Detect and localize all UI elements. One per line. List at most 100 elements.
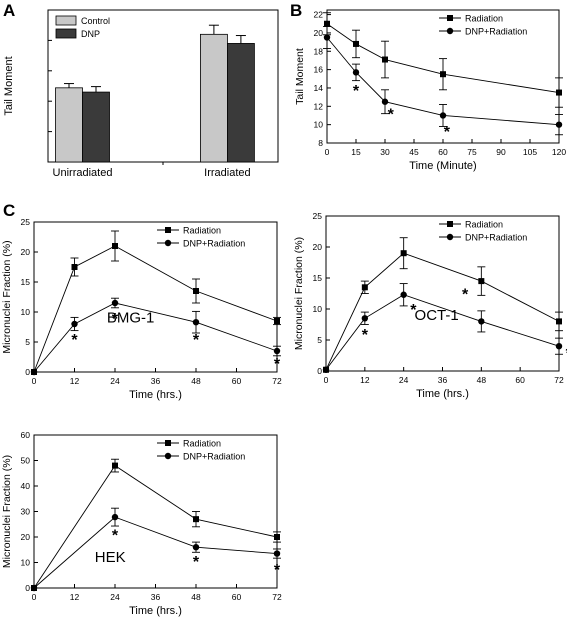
y-axis-label: Micronuclei Fraction (%) bbox=[1, 240, 13, 353]
x-tick-label: 48 bbox=[477, 375, 487, 385]
x-tick-label: 24 bbox=[110, 592, 120, 602]
y-tick-label: 60 bbox=[21, 430, 31, 440]
data-point-square bbox=[361, 284, 368, 291]
legend-swatch-control bbox=[55, 15, 77, 26]
y-tick-label: 0 bbox=[25, 583, 30, 593]
legend-label: DNP bbox=[81, 29, 100, 39]
data-point-circle bbox=[30, 584, 38, 592]
data-point-circle bbox=[555, 343, 563, 350]
panel-label-b: B bbox=[290, 1, 302, 20]
legend-marker-square bbox=[165, 227, 171, 233]
legend-label: Radiation bbox=[183, 439, 221, 449]
x-tick-label: 72 bbox=[554, 375, 564, 385]
y-tick-label: 5 bbox=[317, 335, 322, 345]
significance-asterisk: * bbox=[362, 327, 369, 344]
data-point-square bbox=[556, 89, 562, 96]
legend-marker-circle bbox=[446, 233, 454, 241]
legend-marker-square bbox=[447, 221, 453, 227]
panel-label-a: A bbox=[3, 1, 15, 20]
inset-label: OCT-1 bbox=[415, 307, 459, 324]
significance-asterisk: * bbox=[112, 311, 119, 328]
chart-bmg-1: 0 12 24 36 48 60 72 0 5 10 15 20 25 Time (hrs.) Micron… bbox=[1, 217, 282, 401]
data-point-circle bbox=[400, 291, 407, 298]
x-tick-label: 60 bbox=[232, 592, 242, 602]
x-tick-label: 12 bbox=[70, 592, 80, 602]
y-tick-label: 20 bbox=[313, 242, 323, 252]
data-point-circle bbox=[192, 544, 200, 551]
data-point-circle bbox=[361, 315, 369, 322]
data-point-circle bbox=[111, 299, 119, 307]
data-point-square bbox=[274, 534, 280, 540]
y-tick-label: 15 bbox=[313, 273, 323, 283]
legend-label: DNP+Radiation bbox=[183, 452, 245, 462]
x-tick-label: 72 bbox=[272, 592, 282, 602]
legend-label: Radiation bbox=[465, 220, 503, 230]
significance-asterisk: * bbox=[274, 356, 281, 373]
significance-asterisk: * bbox=[462, 287, 469, 304]
data-point-square bbox=[112, 462, 118, 469]
legend-marker-circle bbox=[446, 27, 454, 35]
panel-label-c: C bbox=[3, 201, 15, 220]
data-point-square bbox=[112, 243, 118, 249]
x-tick-label: 0 bbox=[32, 592, 37, 602]
significance-asterisk: * bbox=[388, 107, 395, 124]
data-point-square bbox=[274, 318, 280, 324]
y-tick-label: 10 bbox=[313, 304, 323, 314]
x-axis-label: Time (hrs.) bbox=[129, 389, 182, 401]
x-tick-label: 15 bbox=[351, 147, 361, 157]
y-axis-label: Tail Moment bbox=[3, 56, 15, 115]
data-point-circle bbox=[192, 319, 200, 326]
significance-asterisk: * bbox=[566, 345, 567, 362]
x-tick-label: 36 bbox=[438, 375, 448, 385]
x-tick-label: 45 bbox=[409, 147, 419, 157]
legend-label: Radiation bbox=[183, 226, 221, 236]
x-tick-label: 120 bbox=[552, 147, 566, 157]
data-point-circle bbox=[322, 366, 330, 373]
y-tick-label: 25 bbox=[21, 217, 31, 227]
data-point-circle bbox=[273, 347, 281, 355]
y-tick-label: 18 bbox=[314, 46, 324, 56]
data-point-circle bbox=[381, 98, 389, 105]
x-tick-label: 0 bbox=[324, 375, 329, 385]
legend-marker-circle bbox=[164, 452, 172, 460]
x-axis-label: Time (hrs.) bbox=[129, 605, 182, 617]
y-tick-label: 20 bbox=[21, 247, 31, 257]
y-tick-label: 15 bbox=[21, 277, 31, 287]
data-point-circle bbox=[323, 34, 331, 41]
data-point-square bbox=[193, 288, 199, 294]
legend-marker-circle bbox=[164, 239, 172, 247]
chart-oct-1: 0 12 24 36 48 60 72 0 5 10 15 20 25 Time (hrs.) Micron… bbox=[293, 211, 567, 400]
series-line-dnp+radiation bbox=[33, 516, 278, 589]
data-point-square bbox=[556, 318, 562, 325]
data-point-circle bbox=[478, 318, 485, 325]
data-point-square bbox=[440, 71, 446, 78]
x-tick-label: 48 bbox=[191, 376, 201, 386]
x-tick-label: 0 bbox=[325, 147, 330, 157]
data-point-circle bbox=[273, 550, 281, 557]
bar-dnp-unirradiated bbox=[82, 91, 110, 163]
data-point-square bbox=[324, 20, 330, 27]
y-tick-label: 14 bbox=[314, 83, 324, 93]
x-tick-label: 12 bbox=[360, 375, 370, 385]
data-point-circle bbox=[30, 368, 38, 376]
inset-label: HEK bbox=[95, 549, 126, 566]
legend-label: Control bbox=[81, 16, 110, 26]
y-tick-label: 16 bbox=[314, 65, 324, 75]
chart-b: 0 15 30 45 60 75 90 105 120 8 10 12 14 16 18 20 22 Time (… bbox=[294, 9, 566, 172]
x-tick-label: 48 bbox=[191, 592, 201, 602]
x-tick-label: 36 bbox=[151, 592, 161, 602]
significance-asterisk: * bbox=[444, 124, 451, 141]
data-point-square bbox=[400, 250, 407, 257]
x-tick-label: 12 bbox=[70, 376, 80, 386]
significance-asterisk: * bbox=[353, 83, 360, 100]
bar-control-irradiated bbox=[199, 33, 228, 163]
y-tick-label: 20 bbox=[21, 532, 31, 542]
legend-label: DNP+Radiation bbox=[465, 27, 527, 37]
y-tick-label: 40 bbox=[21, 481, 31, 491]
legend-label: DNP+Radiation bbox=[465, 233, 527, 243]
inset-label: BMG-1 bbox=[107, 310, 155, 327]
data-point-circle bbox=[71, 320, 78, 328]
y-tick-label: 8 bbox=[318, 138, 323, 148]
x-tick-label: 24 bbox=[399, 375, 409, 385]
